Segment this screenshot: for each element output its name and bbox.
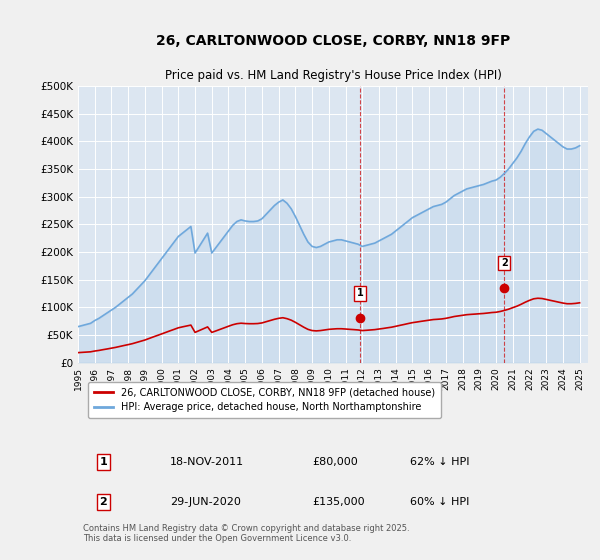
Text: 2: 2: [100, 497, 107, 507]
Text: 62% ↓ HPI: 62% ↓ HPI: [409, 456, 469, 466]
Text: 26, CARLTONWOOD CLOSE, CORBY, NN18 9FP: 26, CARLTONWOOD CLOSE, CORBY, NN18 9FP: [156, 34, 510, 48]
Text: £80,000: £80,000: [313, 456, 358, 466]
Text: 1: 1: [100, 456, 107, 466]
Text: 29-JUN-2020: 29-JUN-2020: [170, 497, 241, 507]
Text: Contains HM Land Registry data © Crown copyright and database right 2025.
This d: Contains HM Land Registry data © Crown c…: [83, 524, 410, 543]
Text: 2: 2: [501, 258, 508, 268]
Legend: 26, CARLTONWOOD CLOSE, CORBY, NN18 9FP (detached house), HPI: Average price, det: 26, CARLTONWOOD CLOSE, CORBY, NN18 9FP (…: [88, 381, 441, 418]
Text: £135,000: £135,000: [313, 497, 365, 507]
Text: 1: 1: [357, 288, 364, 298]
Text: 18-NOV-2011: 18-NOV-2011: [170, 456, 244, 466]
Text: Price paid vs. HM Land Registry's House Price Index (HPI): Price paid vs. HM Land Registry's House …: [164, 69, 502, 82]
Text: 60% ↓ HPI: 60% ↓ HPI: [409, 497, 469, 507]
